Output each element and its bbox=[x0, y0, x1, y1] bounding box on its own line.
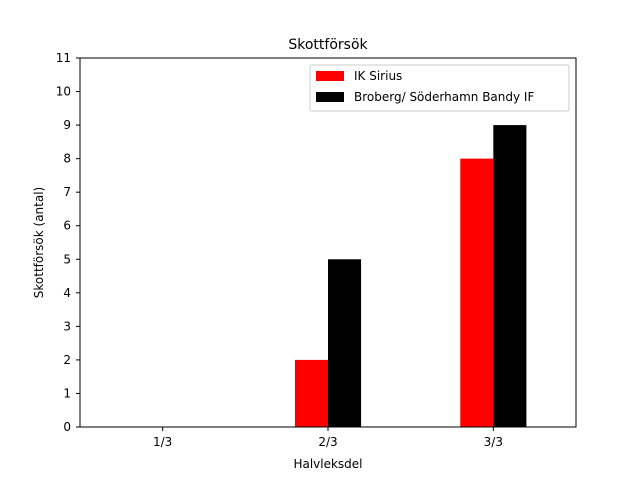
y-tick-label: 0 bbox=[63, 420, 71, 434]
legend-box bbox=[309, 64, 570, 112]
legend-label: IK Sirius bbox=[354, 69, 402, 83]
x-axis: 1/3 2/3 3/3 bbox=[153, 427, 503, 449]
y-tick-label: 9 bbox=[63, 118, 71, 132]
bar-series1-2-3 bbox=[294, 359, 328, 427]
x-axis-label: Halvleksdel bbox=[293, 457, 362, 471]
legend-label: Broberg/ Söderhamn Bandy IF bbox=[354, 90, 534, 104]
legend-swatch bbox=[316, 71, 344, 81]
y-tick-label: 10 bbox=[56, 85, 71, 99]
y-tick-label: 2 bbox=[63, 353, 71, 367]
y-tick-label: 5 bbox=[63, 252, 71, 266]
legend-swatch bbox=[316, 92, 344, 102]
y-tick-label: 1 bbox=[63, 386, 71, 400]
bar-series2-3-3 bbox=[493, 125, 527, 427]
legend[interactable]: IK Sirius Broberg/ Söderhamn Bandy IF bbox=[309, 64, 570, 112]
x-tick-label: 3/3 bbox=[484, 435, 503, 449]
y-tick-label: 11 bbox=[56, 51, 71, 65]
y-tick-label: 6 bbox=[63, 219, 71, 233]
plot-frame bbox=[79, 57, 577, 428]
y-tick-label: 4 bbox=[63, 286, 71, 300]
x-tick-label: 2/3 bbox=[318, 435, 337, 449]
y-tick-label: 7 bbox=[63, 185, 71, 199]
y-tick-label: 8 bbox=[63, 152, 71, 166]
bar-series1-3-3 bbox=[460, 158, 494, 428]
y-axis-label: Skottförsök (antal) bbox=[32, 187, 46, 298]
bars-group bbox=[294, 125, 527, 428]
bar-series2-2-3 bbox=[328, 259, 362, 427]
chart-title: Skottförsök bbox=[288, 37, 368, 53]
y-tick-label: 3 bbox=[63, 319, 71, 333]
y-axis: 0 1 2 3 4 5 6 7 8 9 10 11 bbox=[56, 51, 80, 434]
x-tick-label: 1/3 bbox=[153, 435, 172, 449]
